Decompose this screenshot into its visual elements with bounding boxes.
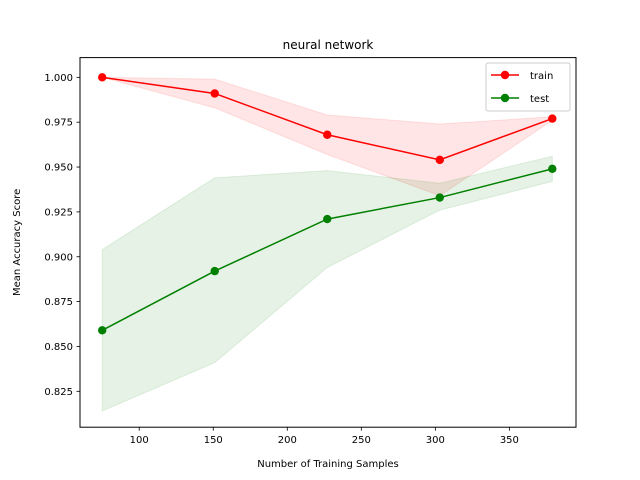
y-tick-label: 1.000 <box>44 73 73 84</box>
y-axis-ticks: 0.825 0.850 0.875 0.900 0.925 0.950 0.975 1.000 <box>44 73 80 398</box>
y-tick-label: 0.900 <box>44 252 73 263</box>
point-train <box>323 130 332 139</box>
y-tick-label: 0.825 <box>44 387 73 398</box>
legend-label-test: test <box>530 94 549 105</box>
point-test <box>548 164 557 174</box>
point-test <box>98 326 107 335</box>
legend-marker-train <box>500 70 510 80</box>
legend-label-train: train <box>530 71 553 82</box>
x-tick-label: 150 <box>204 435 223 446</box>
plot-frame <box>79 57 577 428</box>
point-test <box>210 266 219 276</box>
x-tick-label: 250 <box>352 435 371 446</box>
y-tick-label: 0.975 <box>44 118 73 129</box>
point-train <box>548 114 557 123</box>
point-test <box>323 214 332 224</box>
x-tick-label: 200 <box>278 435 297 446</box>
point-test <box>435 193 444 202</box>
y-tick-label: 0.875 <box>44 297 73 308</box>
legend-box <box>485 62 571 112</box>
point-train <box>435 155 444 165</box>
point-train <box>98 73 107 82</box>
legend-marker-test <box>500 93 510 103</box>
x-tick-label: 100 <box>130 435 149 446</box>
x-tick-label: 350 <box>500 435 519 446</box>
x-axis-ticks: 100 150 200 250 300 350 <box>130 427 519 446</box>
y-tick-label: 0.850 <box>44 342 73 353</box>
y-axis-label: Mean Accuracy Score <box>12 189 23 296</box>
x-tick-label: 300 <box>426 435 445 446</box>
y-tick-label: 0.950 <box>44 163 73 174</box>
band-test <box>101 155 553 412</box>
chart-title: neural network <box>283 38 374 52</box>
x-axis-label: Number of Training Samples <box>257 459 399 470</box>
legend: train test <box>485 62 571 112</box>
series-points <box>98 73 557 335</box>
point-train <box>210 89 219 98</box>
y-tick-label: 0.925 <box>44 207 73 218</box>
